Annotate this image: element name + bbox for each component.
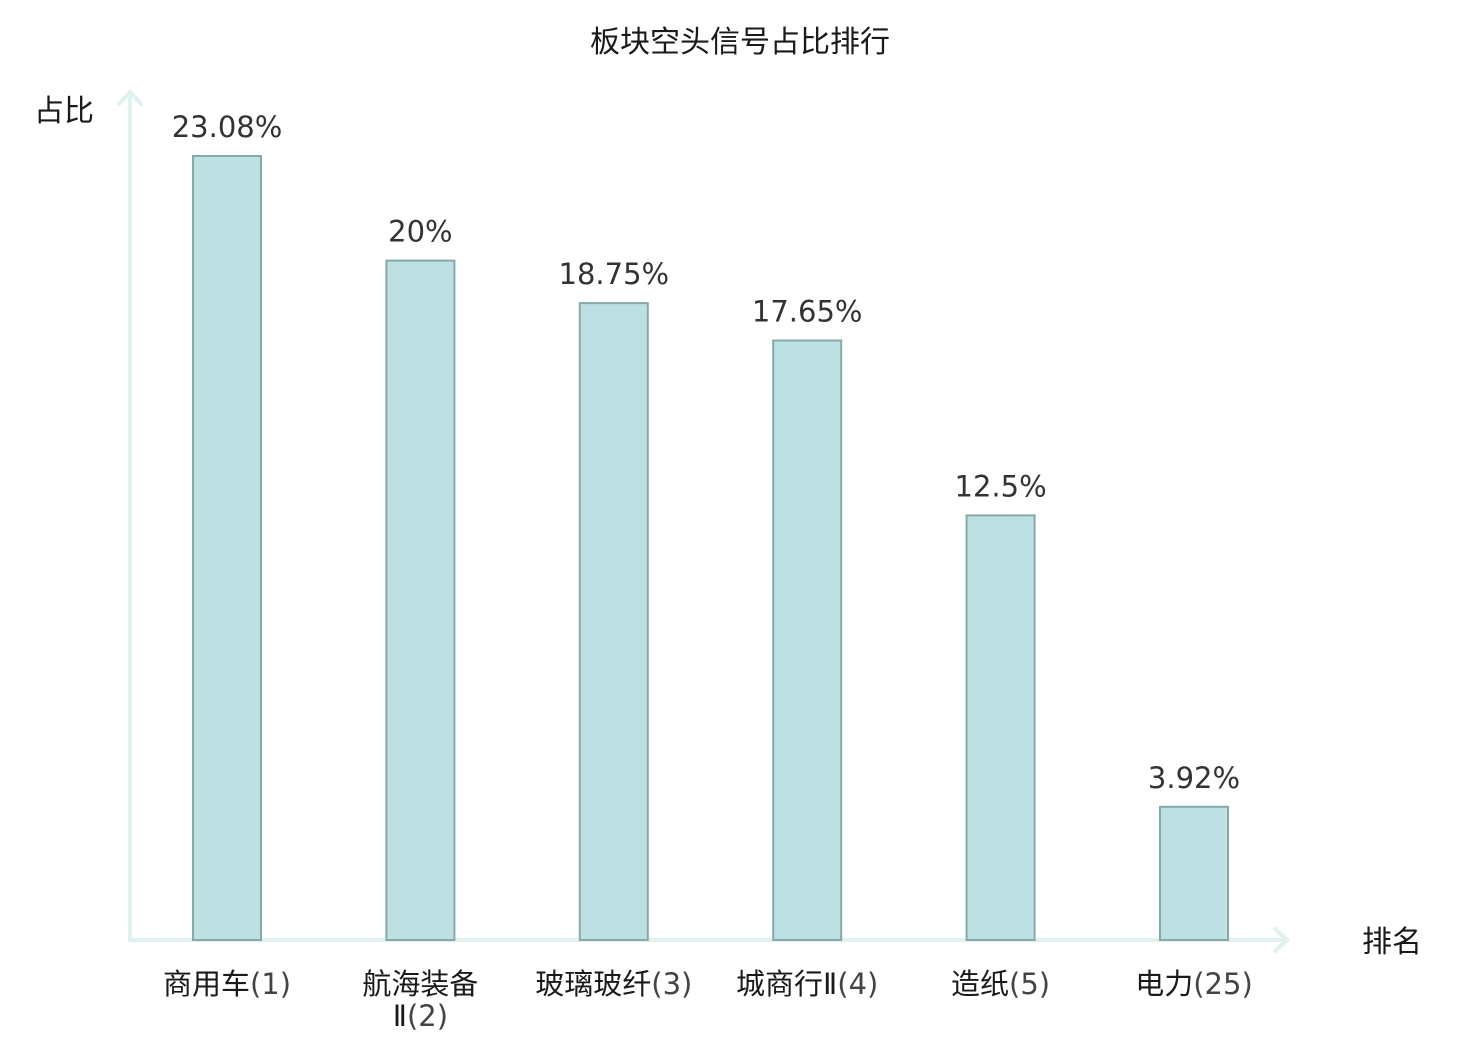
x-tick-label: 电力(25)	[1135, 967, 1253, 1001]
bar	[578, 302, 649, 942]
axes	[117, 89, 1290, 953]
x-tick-label-rank: (2)	[407, 999, 448, 1033]
x-tick-label: 玻璃玻纤(3)	[535, 967, 692, 1001]
x-tick-label-name: 城商行Ⅱ	[736, 967, 837, 1001]
x-tick-label-name: 航海装备	[362, 967, 478, 1001]
x-tick-label-name: 玻璃玻纤	[535, 967, 651, 1001]
y-axis-label: 占比	[34, 94, 94, 129]
x-tick-label-rank: (25)	[1193, 967, 1253, 1001]
bar	[385, 259, 456, 942]
bar	[192, 155, 262, 941]
x-tick-label: 航海装备 Ⅱ(2)	[362, 967, 478, 1033]
data-label: 17.65%	[752, 295, 863, 329]
bar	[965, 514, 1036, 942]
x-tick-label-rank: (3)	[651, 967, 692, 1001]
data-label: 3.92%	[1148, 761, 1240, 795]
x-tick-label: 商用车(1)	[163, 967, 291, 1001]
x-tick-label-rank: (5)	[1009, 967, 1050, 1001]
x-tick-label-name: 造纸	[951, 967, 1009, 1001]
bar	[1159, 805, 1229, 941]
chart-title: 板块空头信号占比排行	[590, 25, 890, 60]
y-axis-arrow-icon	[117, 89, 143, 106]
x-tick-label-rank: (4)	[837, 967, 878, 1001]
x-tick-label-name: 商用车	[163, 967, 250, 1001]
x-axis-arrow-icon	[1273, 927, 1290, 953]
data-label: 12.5%	[955, 469, 1047, 503]
bar	[772, 339, 843, 941]
x-tick-label: 城商行Ⅱ(4)	[736, 967, 878, 1001]
x-tick-label-rank: (1)	[250, 967, 291, 1001]
data-label: 20%	[388, 215, 452, 249]
x-tick-label: 造纸(5)	[951, 967, 1050, 1001]
bars-group: 23.08% 商用车(1) 20% 航海装备 Ⅱ(2) 18.75% 玻璃玻纤(3) 17.6…	[163, 110, 1253, 1033]
x-axis-label: 排名	[1362, 925, 1422, 960]
x-tick-label-name: Ⅱ	[393, 999, 407, 1033]
x-tick-label-name: 电力	[1135, 967, 1193, 1001]
data-label: 18.75%	[559, 257, 670, 291]
data-label: 23.08%	[172, 110, 283, 144]
